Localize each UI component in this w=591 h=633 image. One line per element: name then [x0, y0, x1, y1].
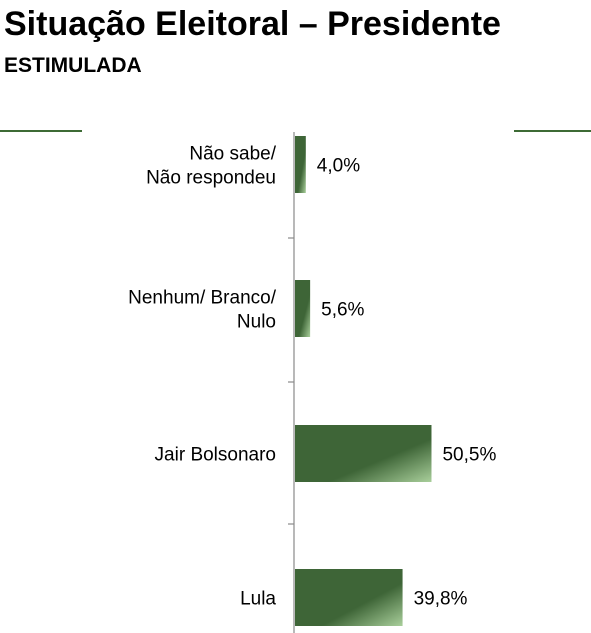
bar-2 — [295, 425, 432, 482]
data-label-0: 4,0% — [317, 156, 360, 177]
header-rule-left — [0, 130, 82, 132]
chart-title: Situação Eleitoral – Presidente — [4, 5, 501, 43]
category-label-0: Não sabe/Não respondeu — [146, 144, 277, 189]
bar-0 — [295, 136, 306, 193]
bar-1 — [295, 280, 311, 337]
category-label-2: Jair Bolsonaro — [155, 445, 276, 466]
header-rule-right — [514, 130, 591, 132]
data-label-3: 39,8% — [414, 589, 468, 610]
bar-3 — [295, 569, 403, 626]
category-label-3: Lula — [240, 589, 276, 610]
data-label-1: 5,6% — [321, 300, 364, 321]
category-label-1: Nenhum/ Branco/Nulo — [128, 288, 277, 333]
data-label-2: 50,5% — [442, 445, 496, 466]
chart-subtitle: ESTIMULADA — [4, 54, 142, 77]
